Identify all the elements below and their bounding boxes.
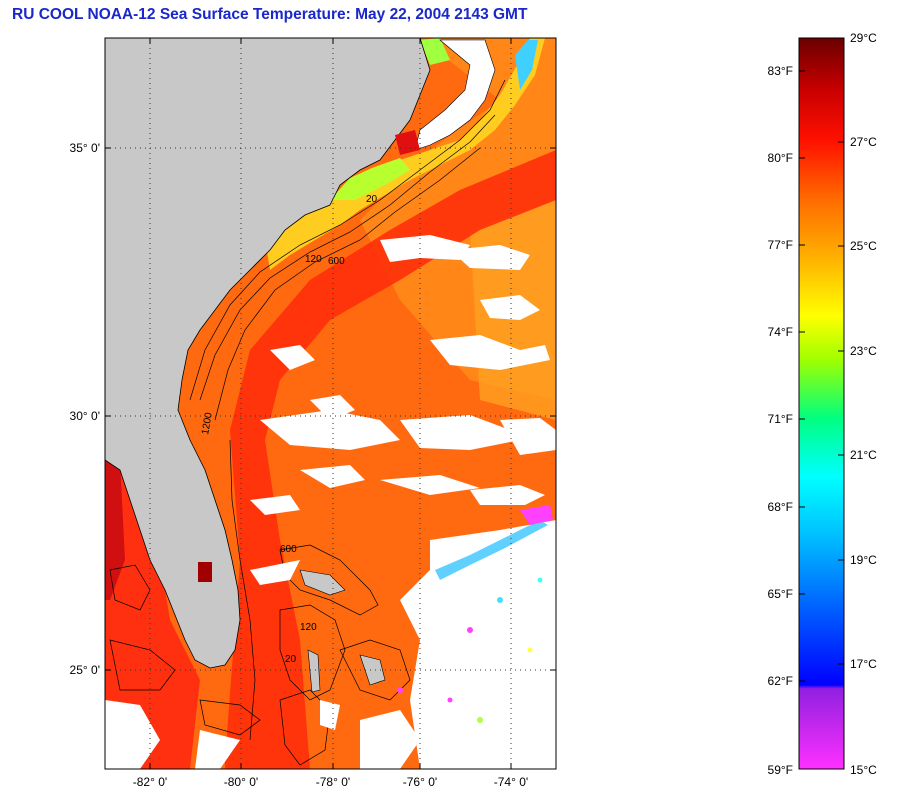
lon-label: -82° 0' (133, 775, 167, 789)
celsius-label: 19°C (850, 553, 877, 567)
celsius-label: 29°C (850, 31, 877, 45)
figure-title: RU COOL NOAA-12 Sea Surface Temperature:… (12, 6, 528, 23)
land-mass (105, 38, 431, 669)
gulf-hot-spot (105, 460, 125, 600)
bahamas-islands (299, 569, 386, 693)
lon-ticks (149, 38, 512, 769)
celsius-label: 17°C (850, 657, 877, 671)
fahrenheit-label: 77°F (768, 238, 793, 252)
fahrenheit-label: 65°F (768, 587, 793, 601)
lon-label: -78° 0' (316, 775, 350, 789)
lat-label: 25° 0' (70, 663, 100, 677)
fahrenheit-label: 62°F (768, 674, 793, 688)
celsius-label: 27°C (850, 135, 877, 149)
contour-label: 120 (305, 254, 322, 265)
contour-label: 120 (300, 622, 317, 633)
lat-label: 30° 0' (70, 409, 100, 423)
contour-label: 600 (328, 256, 345, 267)
celsius-label: 25°C (850, 239, 877, 253)
contour-label-group: 20 120 600 1200 20 120 600 (200, 194, 377, 665)
map-frame (104, 37, 557, 770)
map-grid (105, 38, 556, 769)
cloud-edge-speckles (397, 505, 553, 723)
colorbar-gradient (799, 38, 844, 769)
contour-label: 1200 (200, 411, 215, 435)
gulf-stream-core (225, 150, 556, 769)
contour-label: 600 (280, 544, 297, 555)
fahrenheit-label: 68°F (768, 500, 793, 514)
lon-label: -76° 0' (403, 775, 437, 789)
coastal-cyan-patch (515, 40, 538, 90)
celsius-label: 15°C (850, 763, 877, 777)
fahrenheit-label: 80°F (768, 151, 793, 165)
coastal-band (265, 38, 545, 270)
fahrenheit-label: 83°F (768, 64, 793, 78)
coastal-lime-patch (420, 38, 450, 65)
contour-label: 20 (366, 194, 378, 205)
lat-ticks (105, 147, 556, 671)
lat-label: 35° 0' (70, 141, 100, 155)
colorbar: 83°F 80°F 77°F 74°F 71°F 68°F 65°F 62°F … (768, 31, 878, 777)
lon-label: -74° 0' (494, 775, 528, 789)
celsius-label: 21°C (850, 448, 877, 462)
lake-okeechobee (198, 562, 212, 582)
sst-map: 20 120 600 1200 20 120 600 (105, 38, 556, 769)
lon-label: -80° 0' (224, 775, 258, 789)
fahrenheit-label: 59°F (768, 763, 793, 777)
colorbar-frame (798, 37, 845, 770)
celsius-label: 23°C (850, 344, 877, 358)
bathymetry-contours (109, 79, 506, 766)
coastal-green-patch (330, 158, 410, 200)
cloud-patches (105, 235, 556, 769)
gulf-of-mexico (105, 460, 200, 769)
fahrenheit-label: 71°F (768, 412, 793, 426)
outer-banks-area (414, 39, 496, 151)
sound-warm-patch (395, 130, 420, 155)
contour-label: 20 (285, 654, 297, 665)
colorbar-ticks (799, 37, 844, 770)
fahrenheit-label: 74°F (768, 325, 793, 339)
